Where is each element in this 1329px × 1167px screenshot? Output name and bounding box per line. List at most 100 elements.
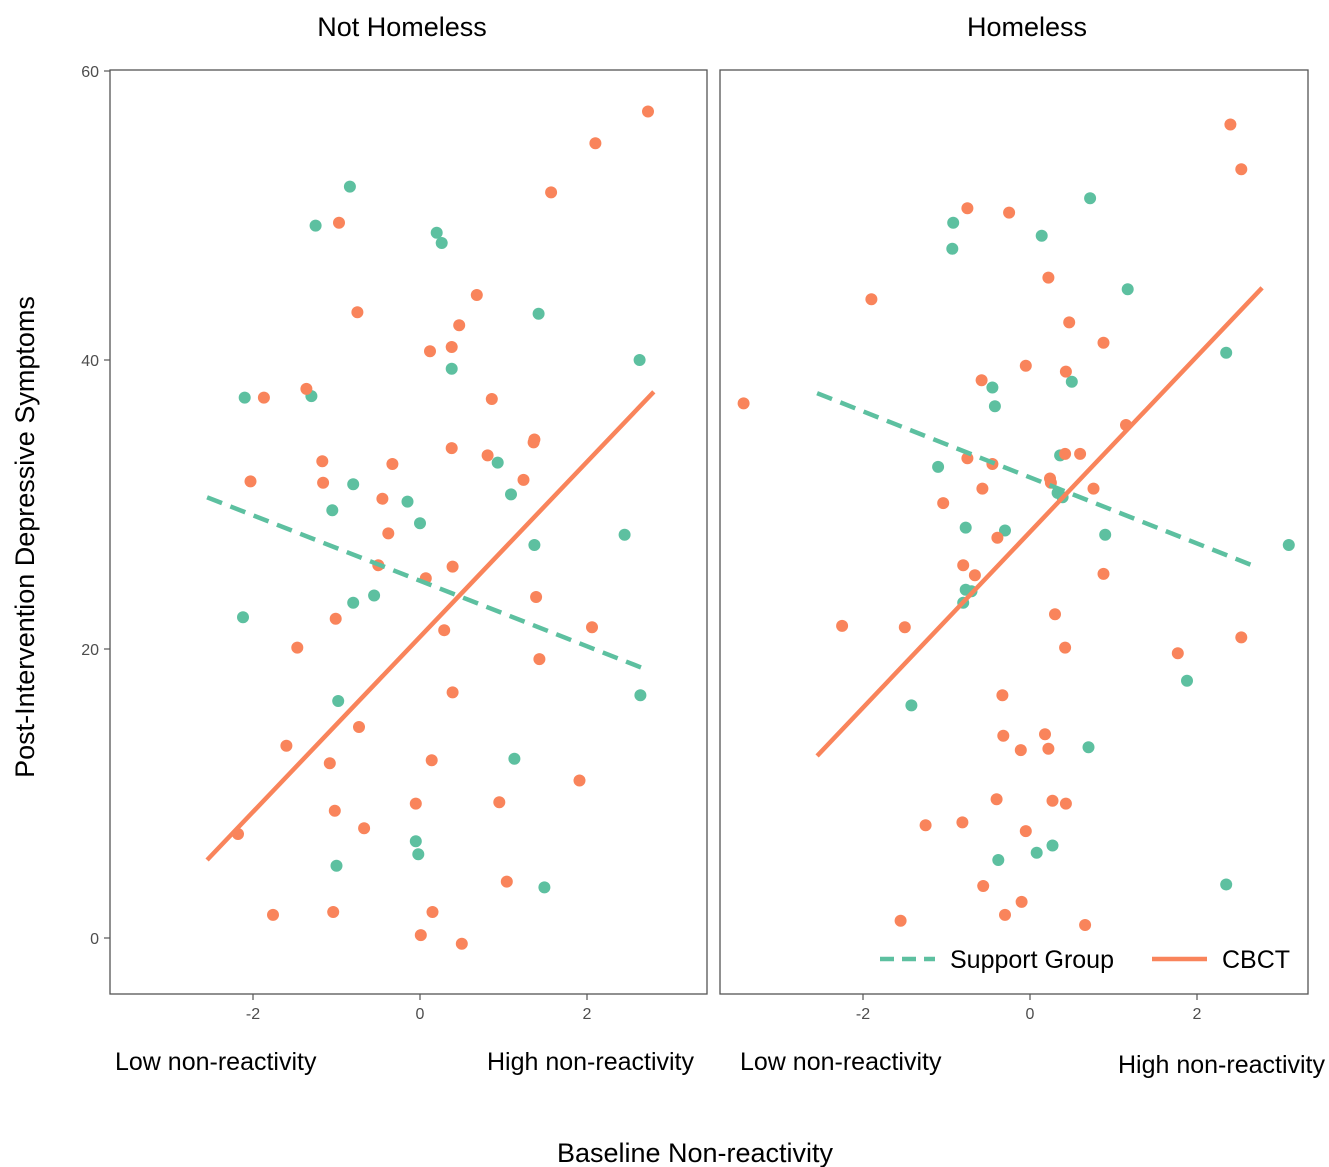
legend-label-cbct: CBCT xyxy=(1222,946,1290,974)
data-point-cbct-not-homeless xyxy=(453,319,466,332)
data-point-cbct-homeless xyxy=(1019,359,1032,372)
data-point-support-group-homeless xyxy=(1084,192,1097,205)
panel-title-not-homeless: Not Homeless xyxy=(317,12,487,42)
data-point-cbct-not-homeless xyxy=(527,436,540,449)
data-point-support-group-homeless xyxy=(1220,346,1233,359)
trend-line-cbct-homeless xyxy=(815,286,1264,758)
data-point-cbct-not-homeless xyxy=(244,475,257,488)
data-point-cbct-homeless xyxy=(1019,825,1032,838)
data-point-cbct-homeless xyxy=(991,531,1004,544)
x-axis-not-homeless: -2 0 2 xyxy=(246,994,592,1023)
data-point-cbct-homeless xyxy=(1063,316,1076,329)
data-point-support-group-not-homeless xyxy=(238,391,251,404)
data-point-cbct-homeless xyxy=(997,729,1010,742)
data-point-support-group-not-homeless xyxy=(633,354,646,366)
data-point-cbct-not-homeless xyxy=(316,455,329,468)
data-point-cbct-homeless xyxy=(1059,797,1072,810)
data-point-support-group-homeless xyxy=(1046,839,1059,852)
data-point-cbct-homeless xyxy=(977,880,990,892)
data-point-support-group-homeless xyxy=(988,400,1001,413)
data-point-cbct-not-homeless xyxy=(386,458,399,470)
data-point-cbct-not-homeless xyxy=(445,442,458,455)
data-point-support-group-homeless xyxy=(1030,846,1043,859)
x-tick-label: 2 xyxy=(583,1006,592,1023)
panel-frame-homeless xyxy=(719,69,1309,995)
x-tick-label: -2 xyxy=(246,1006,260,1023)
data-point-cbct-homeless xyxy=(865,293,878,306)
data-point-support-group-not-homeless xyxy=(343,180,356,193)
data-point-cbct-not-homeless xyxy=(291,641,304,654)
data-point-support-group-not-homeless xyxy=(332,695,345,707)
data-point-support-group-homeless xyxy=(1099,528,1112,541)
data-point-cbct-homeless xyxy=(1015,895,1028,908)
data-point-cbct-homeless xyxy=(1087,482,1100,495)
data-point-cbct-homeless xyxy=(1097,336,1110,349)
data-point-support-group-not-homeless xyxy=(430,226,443,239)
y-tick-label: 20 xyxy=(81,642,99,659)
trend-line-support-group-not-homeless xyxy=(206,495,647,672)
data-point-cbct-not-homeless xyxy=(424,345,436,358)
data-point-cbct-not-homeless xyxy=(267,908,279,921)
panel-frame-not-homeless xyxy=(109,69,708,995)
data-point-cbct-homeless xyxy=(1014,744,1027,757)
data-point-support-group-homeless xyxy=(992,854,1005,866)
data-point-cbct-homeless xyxy=(1235,631,1248,644)
data-point-cbct-not-homeless xyxy=(481,449,494,462)
data-point-cbct-homeless xyxy=(1003,206,1016,219)
data-point-support-group-homeless xyxy=(959,583,972,596)
data-point-support-group-not-homeless xyxy=(412,848,425,861)
data-point-support-group-homeless xyxy=(1282,539,1295,551)
data-point-support-group-not-homeless xyxy=(538,881,551,894)
data-point-support-group-homeless xyxy=(1065,375,1078,388)
plot-layer xyxy=(205,105,1295,950)
data-point-support-group-homeless xyxy=(1035,229,1048,242)
data-point-cbct-homeless xyxy=(1097,567,1110,580)
data-point-cbct-not-homeless xyxy=(317,476,330,489)
data-point-cbct-homeless xyxy=(836,619,849,632)
data-point-support-group-not-homeless xyxy=(414,517,426,530)
data-point-cbct-not-homeless xyxy=(280,739,293,752)
data-point-cbct-not-homeless xyxy=(573,774,586,787)
data-point-cbct-homeless xyxy=(990,793,1003,806)
data-point-cbct-homeless xyxy=(1059,365,1072,378)
x-annotation-high-homeless: High non-reactivity xyxy=(1118,1051,1326,1079)
data-point-cbct-homeless xyxy=(1042,742,1055,755)
data-point-support-group-not-homeless xyxy=(508,752,521,765)
x-annotation-low-homeless: Low non-reactivity xyxy=(740,1048,942,1076)
x-axis-homeless: -2 0 2 xyxy=(856,994,1202,1023)
data-point-support-group-not-homeless xyxy=(330,859,343,872)
data-point-cbct-not-homeless xyxy=(257,391,270,404)
data-point-cbct-homeless xyxy=(1224,118,1237,131)
data-point-support-group-not-homeless xyxy=(528,539,541,551)
data-point-support-group-not-homeless xyxy=(445,362,458,375)
data-point-cbct-not-homeless xyxy=(446,686,459,699)
data-point-cbct-not-homeless xyxy=(586,621,598,634)
data-point-cbct-not-homeless xyxy=(300,382,313,395)
data-point-cbct-not-homeless xyxy=(485,393,498,405)
x-tick-label: 0 xyxy=(1026,1006,1035,1023)
data-point-cbct-homeless xyxy=(996,689,1009,702)
data-point-cbct-homeless xyxy=(1074,447,1087,460)
data-point-cbct-not-homeless xyxy=(445,341,458,353)
data-point-cbct-not-homeless xyxy=(382,527,395,540)
data-point-cbct-not-homeless xyxy=(409,797,422,810)
data-point-support-group-not-homeless xyxy=(409,835,422,848)
data-point-cbct-homeless xyxy=(961,202,974,215)
data-point-support-group-homeless xyxy=(947,216,960,229)
data-point-cbct-not-homeless xyxy=(353,721,365,733)
data-point-cbct-not-homeless xyxy=(545,186,558,199)
data-point-cbct-not-homeless xyxy=(329,612,342,625)
data-point-support-group-homeless xyxy=(1220,878,1233,891)
data-point-cbct-not-homeless xyxy=(328,804,341,817)
data-point-cbct-homeless xyxy=(999,908,1011,921)
y-axis-label: Post-Intervention Depressive Symptoms xyxy=(10,296,40,778)
legend-label-support-group: Support Group xyxy=(950,946,1114,974)
data-point-cbct-not-homeless xyxy=(358,822,371,835)
data-point-support-group-not-homeless xyxy=(532,307,545,320)
data-point-cbct-homeless xyxy=(937,497,950,510)
data-point-support-group-homeless xyxy=(946,242,959,255)
data-point-cbct-homeless xyxy=(919,819,932,832)
panel-title-homeless: Homeless xyxy=(967,12,1087,42)
data-point-support-group-not-homeless xyxy=(505,488,517,501)
